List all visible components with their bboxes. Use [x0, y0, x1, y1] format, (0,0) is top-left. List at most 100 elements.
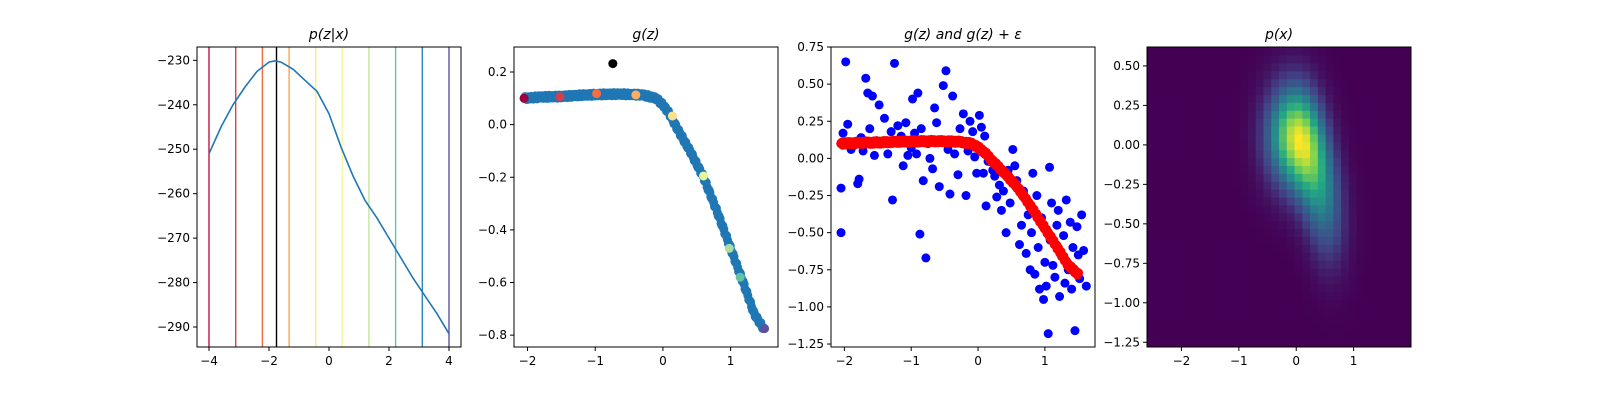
x-tick-label: 4: [445, 354, 453, 368]
heatmap-cell: [1348, 149, 1358, 159]
heatmap-cell: [1310, 86, 1319, 95]
heatmap-cell: [1356, 252, 1366, 261]
heatmap-cell: [1162, 275, 1171, 285]
heatmap-cell: [1279, 283, 1288, 293]
noisy-point: [893, 121, 903, 131]
heatmap-cell: [1395, 133, 1404, 143]
heatmap-cell: [1255, 141, 1265, 151]
heatmap-cell: [1341, 62, 1350, 72]
heatmap-cell: [1356, 173, 1366, 182]
heatmap-cell: [1317, 165, 1327, 174]
heatmap-cell: [1348, 244, 1358, 253]
heatmap-cell: [1317, 62, 1327, 72]
heatmap-cell: [1403, 118, 1411, 127]
noisy-point: [1041, 281, 1051, 291]
heatmap-cell: [1379, 323, 1389, 332]
heatmap-cell: [1356, 299, 1366, 309]
heatmap-cell: [1201, 125, 1210, 135]
heatmap-cell: [1403, 275, 1411, 285]
heatmap-cell: [1263, 212, 1272, 222]
noisy-point: [1021, 248, 1031, 258]
noisy-point: [968, 127, 978, 137]
noisy-point: [1067, 284, 1077, 294]
heatmap-cell: [1216, 141, 1226, 151]
heatmap-cell: [1193, 141, 1202, 151]
heatmap-cell: [1170, 165, 1179, 174]
heatmap-cell: [1333, 54, 1342, 64]
x-tick-label: 2: [385, 354, 393, 368]
heatmap-cell: [1294, 315, 1303, 324]
heatmap-cell: [1372, 291, 1381, 301]
heatmap-cell: [1263, 125, 1272, 135]
heatmap-cell: [1333, 204, 1342, 214]
heatmap-cell: [1240, 260, 1249, 269]
heatmap-cell: [1162, 307, 1171, 317]
heatmap-cell: [1224, 228, 1234, 238]
heatmap-cell: [1224, 212, 1234, 222]
heatmap-cell: [1271, 283, 1280, 293]
heatmap-cell: [1162, 165, 1171, 174]
heatmap-cell: [1333, 315, 1342, 324]
heatmap-cell: [1263, 70, 1272, 80]
heatmap-cell: [1279, 307, 1288, 317]
heatmap-cell: [1387, 189, 1397, 198]
noisy-point: [879, 113, 889, 123]
heatmap-cell: [1201, 47, 1210, 56]
heatmap-cell: [1147, 228, 1156, 238]
y-tick-label: −0.25: [787, 189, 824, 203]
heatmap-cell: [1286, 197, 1296, 206]
heatmap-cell: [1372, 283, 1381, 293]
heatmap-cell: [1154, 118, 1164, 127]
heatmap-cell: [1178, 228, 1187, 238]
heatmap-cell: [1247, 299, 1257, 309]
heatmap-cell: [1356, 331, 1366, 340]
noisy-point: [887, 195, 897, 205]
heatmap-cell: [1232, 331, 1241, 340]
heatmap-cell: [1341, 102, 1350, 111]
heatmap-cell: [1247, 118, 1257, 127]
noisy-point: [1050, 272, 1060, 282]
heatmap-cell: [1263, 268, 1272, 277]
heatmap-cell: [1232, 307, 1241, 317]
heatmap-cell: [1216, 189, 1226, 198]
heatmap-cell: [1302, 323, 1311, 332]
heatmap-cell: [1294, 118, 1303, 127]
heatmap-cell: [1185, 283, 1195, 293]
heatmap-cell: [1185, 275, 1195, 285]
heatmap-cell: [1209, 125, 1218, 135]
heatmap-cell: [1224, 283, 1234, 293]
heatmap-cell: [1341, 323, 1350, 332]
heatmap-cell: [1395, 220, 1404, 230]
heatmap-cell: [1372, 78, 1381, 88]
heatmap-cell: [1325, 181, 1334, 190]
heatmap-cell: [1333, 268, 1342, 277]
heatmap-cell: [1310, 236, 1319, 245]
heatmap-cell: [1364, 291, 1373, 301]
heatmap-cell: [1232, 291, 1241, 301]
heatmap-cell: [1395, 204, 1404, 214]
heatmap-cell: [1193, 173, 1202, 182]
heatmap-cell: [1317, 252, 1327, 261]
heatmap-cell: [1279, 331, 1288, 340]
heatmap-cell: [1317, 181, 1327, 190]
heatmap-cell: [1364, 110, 1373, 119]
heatmap-cell: [1154, 299, 1164, 309]
noisy-point: [998, 186, 1008, 196]
noisy-point: [974, 110, 984, 120]
panel-p-of-x: −2 −1 0 1 −1.25 −1.00 −0.75 −0.50 −0.25 0.00 0.25 0…: [1103, 27, 1412, 368]
heatmap-cell: [1302, 252, 1311, 261]
heatmap-cell: [1240, 197, 1249, 206]
heatmap-cell: [1333, 110, 1342, 119]
heatmap-cell: [1224, 252, 1234, 261]
heatmap-cell: [1341, 157, 1350, 167]
heatmap-cell: [1178, 165, 1187, 174]
heatmap-cell: [1247, 94, 1257, 103]
heatmap-cell: [1216, 125, 1226, 135]
heatmap-cell: [1317, 260, 1327, 269]
noisy-point: [1081, 281, 1091, 291]
heatmap-cell: [1341, 118, 1350, 127]
heatmap-cell: [1294, 125, 1303, 135]
heatmap-cell: [1403, 94, 1411, 103]
heatmap-cell: [1247, 197, 1257, 206]
heatmap-cell: [1333, 70, 1342, 80]
